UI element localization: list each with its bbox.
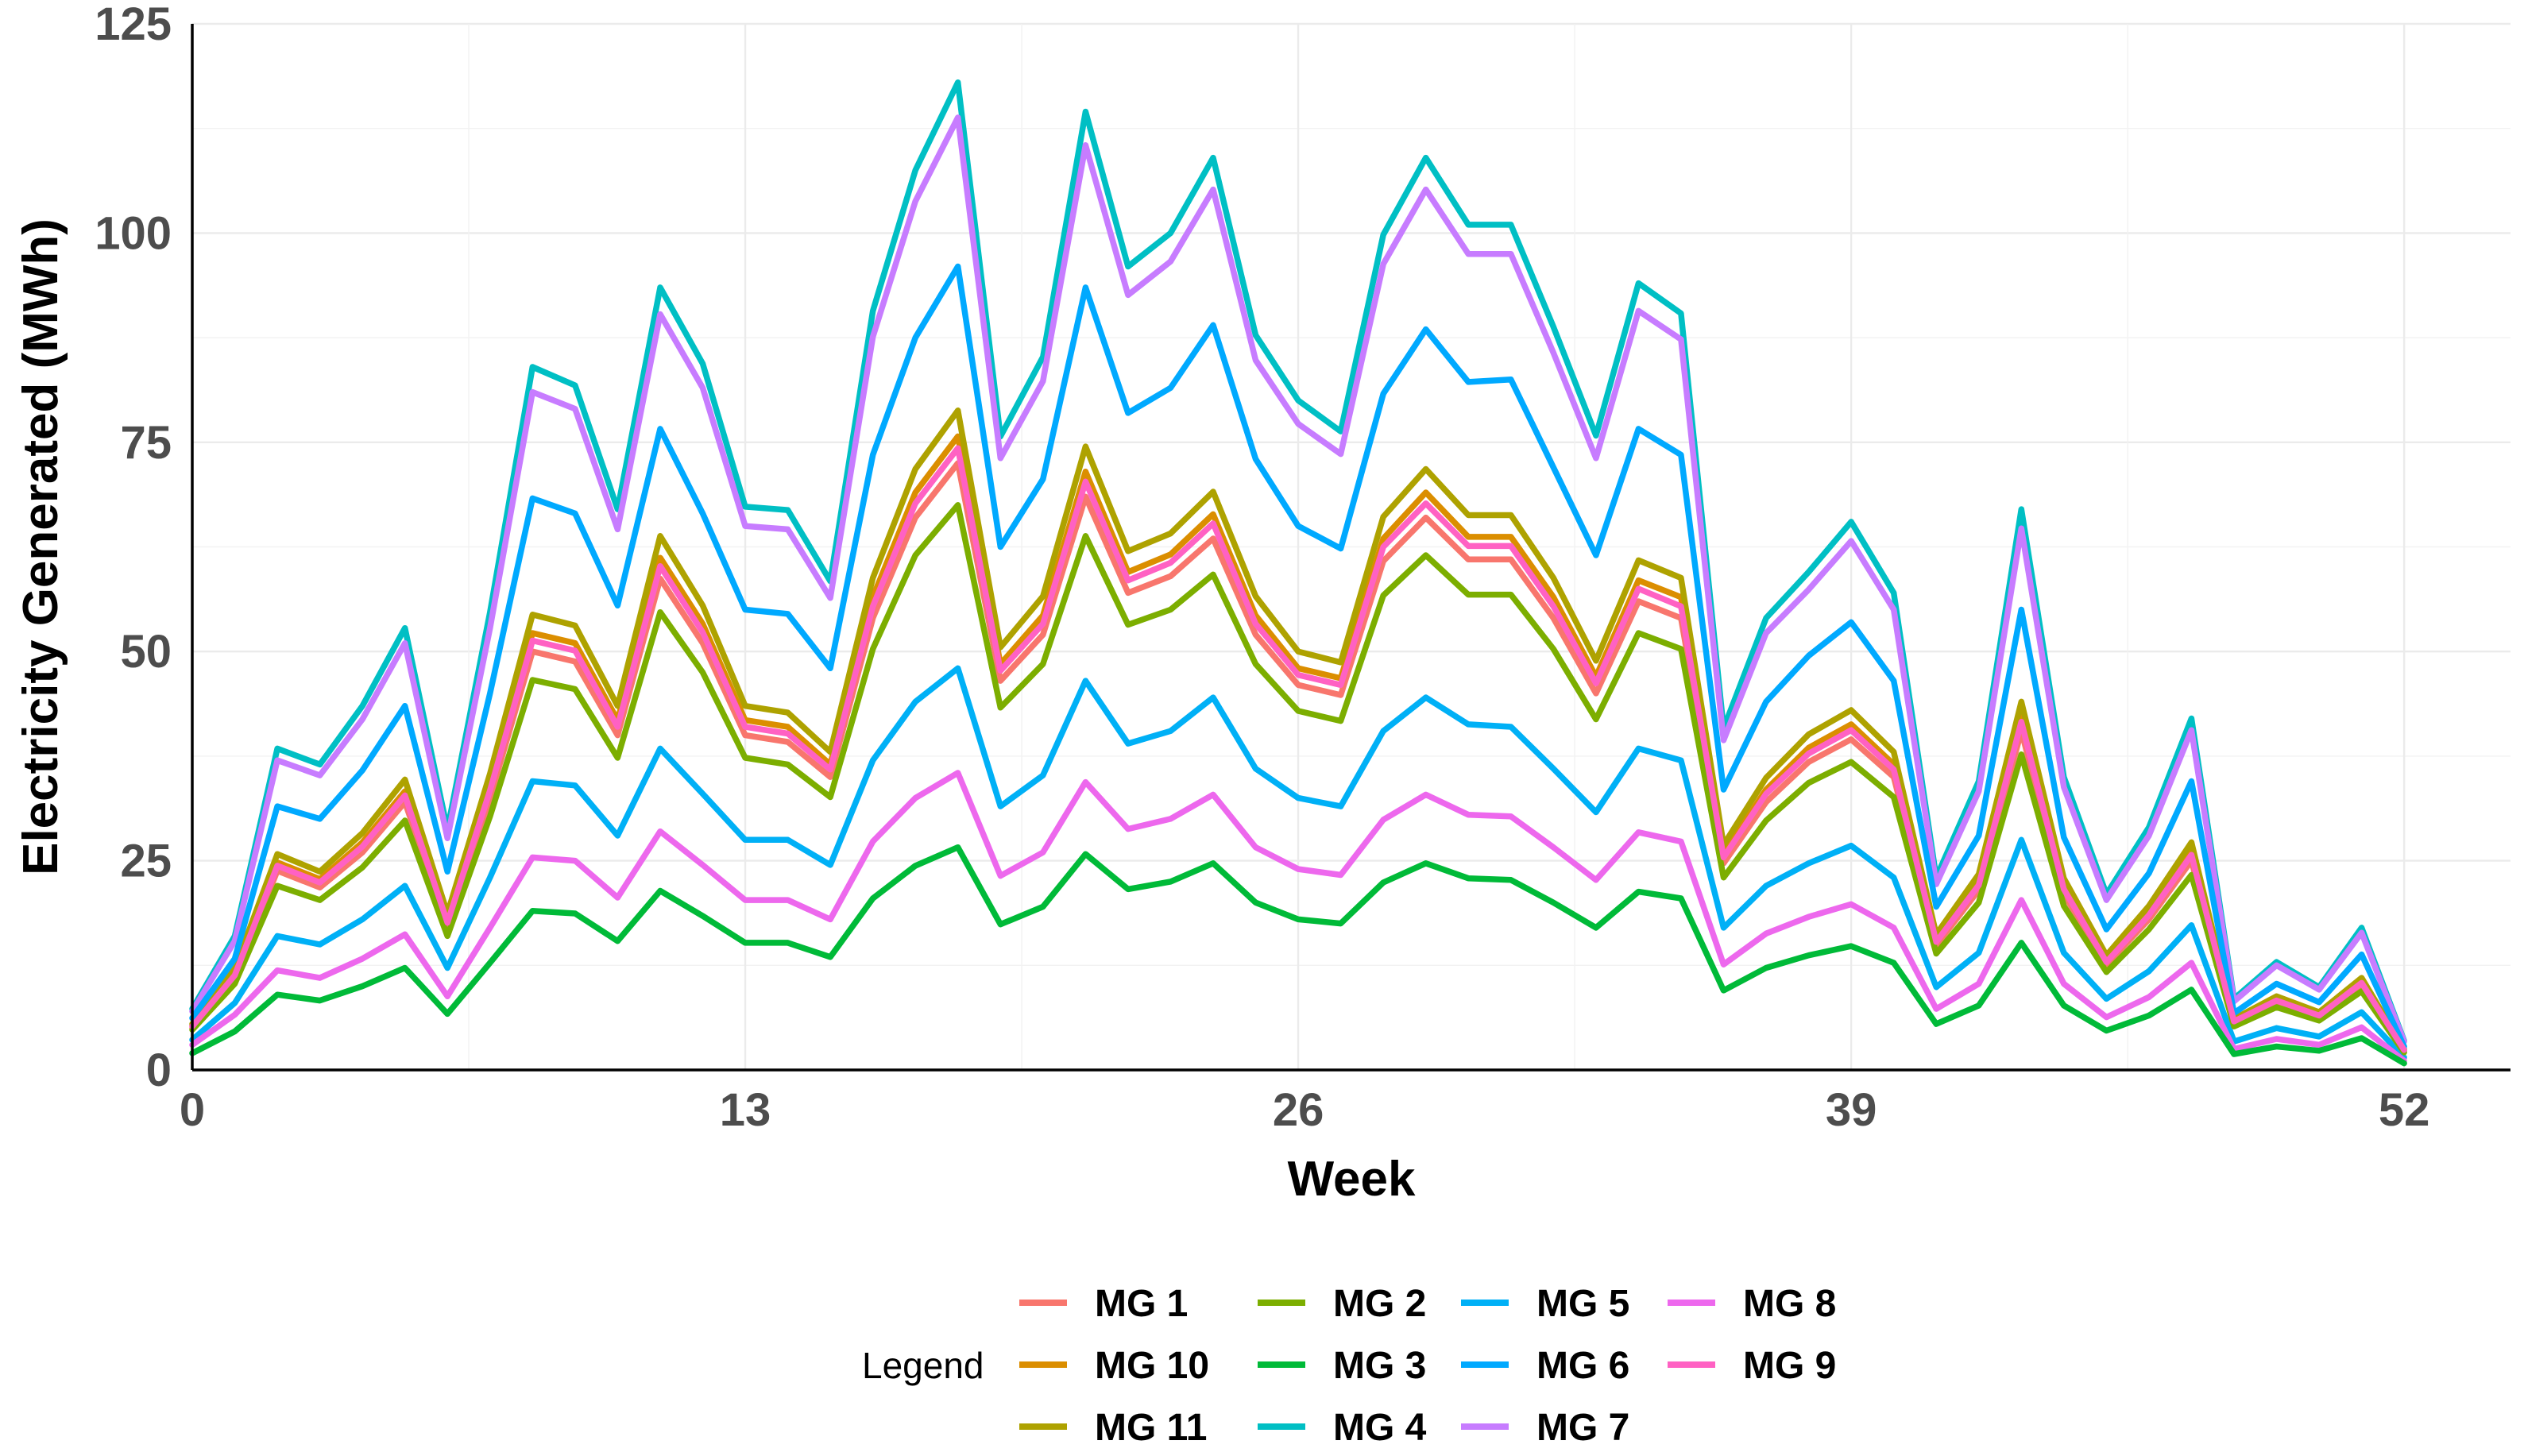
x-tick-label: 39 [1826, 1084, 1877, 1136]
x-tick-label: 52 [2379, 1084, 2430, 1136]
series-line-mg-2 [189, 502, 2407, 1056]
legend: Legend MG 1 MG 2 MG 5 MG 8 MG 10 MG 3 MG 6 MG 9… [862, 1283, 1836, 1449]
x-tick-label: 13 [720, 1084, 771, 1136]
legend-label-mg-2: MG 2 [1333, 1283, 1426, 1325]
series-line-mg-6 [189, 263, 2407, 1050]
legend-label-mg-9: MG 9 [1743, 1345, 1836, 1387]
legend-label-mg-8: MG 8 [1743, 1283, 1836, 1325]
y-axis-title: Electricity Generated (MWh) [14, 218, 68, 875]
y-tick-label: 100 [95, 207, 172, 259]
y-tick-label: 75 [120, 417, 172, 469]
series-lines [189, 79, 2407, 1067]
series-line-mg-8 [189, 770, 2407, 1064]
x-axis-title: Week [1288, 1152, 1416, 1207]
axes [191, 24, 2510, 1072]
series-line-mg-3 [189, 844, 2407, 1067]
tick-labels: 0 25 50 75 100 125 0 13 26 39 52 [95, 0, 2429, 1136]
legend-label-mg-10: MG 10 [1095, 1345, 1209, 1387]
y-tick-label: 25 [120, 836, 172, 887]
legend-label-mg-5: MG 5 [1536, 1283, 1629, 1325]
legend-label-mg-4: MG 4 [1333, 1407, 1427, 1449]
y-tick-label: 125 [95, 0, 172, 50]
y-tick-label: 0 [146, 1045, 172, 1096]
x-tick-label: 0 [180, 1084, 205, 1136]
series-line-mg-11 [189, 407, 2407, 1052]
series-line-mg-5 [189, 665, 2407, 1060]
legend-label-mg-6: MG 6 [1536, 1345, 1629, 1387]
y-tick-label: 50 [120, 626, 172, 678]
legend-label-mg-11: MG 11 [1095, 1407, 1207, 1449]
legend-label-mg-1: MG 1 [1095, 1283, 1188, 1325]
series-line-mg-7 [189, 114, 2407, 1045]
legend-title: Legend [862, 1345, 984, 1386]
legend-label-mg-7: MG 7 [1536, 1407, 1629, 1449]
x-tick-label: 26 [1273, 1084, 1324, 1136]
legend-label-mg-3: MG 3 [1333, 1345, 1426, 1387]
series-line-mg-9 [189, 445, 2407, 1053]
